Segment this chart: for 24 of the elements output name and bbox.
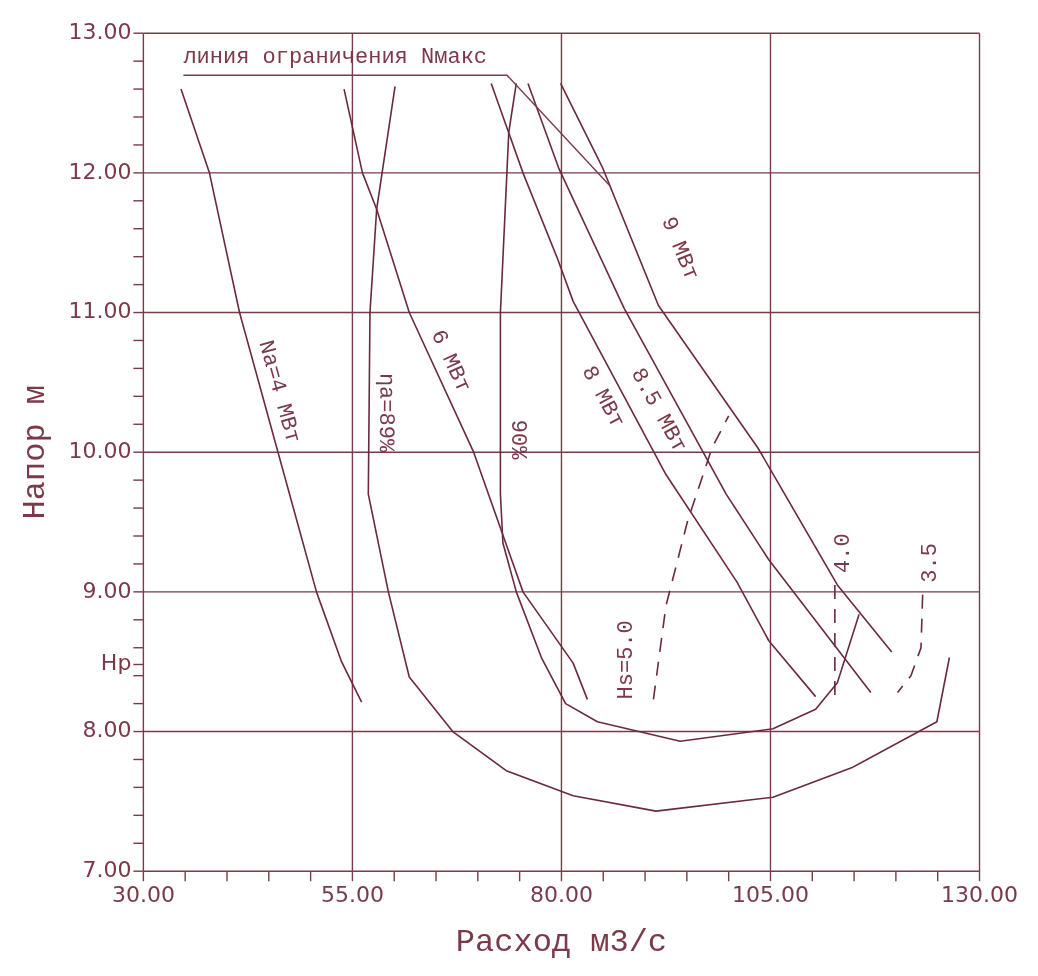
- y-tick-label: 7.00: [82, 856, 132, 882]
- y-tick-label: 9.00: [82, 577, 132, 603]
- x-tick-label: 105.00: [731, 882, 809, 908]
- text: 6 МВт: [424, 326, 476, 397]
- text: Na=4 МВт: [252, 337, 305, 447]
- y-tick-label: 8.00: [82, 717, 132, 743]
- x-tick-label: 80.00: [529, 882, 593, 908]
- y-tick-label: 11.00: [68, 298, 132, 324]
- text: 3.5: [918, 543, 944, 583]
- y-axis-title: Напор м: [16, 384, 54, 520]
- y-tick-label: Hp: [100, 650, 132, 676]
- x-tick-label: 55.00: [320, 882, 384, 908]
- text: ηa=89%: [372, 372, 399, 454]
- x-axis-title: Расход м3/с: [455, 924, 668, 962]
- x-tick-label: 30.00: [111, 882, 175, 908]
- x-tick-label: 130.00: [941, 882, 1018, 908]
- text: Hs=5.0: [614, 620, 640, 700]
- line-series: [896, 593, 924, 694]
- text: 4.0: [830, 533, 856, 573]
- text: 90%: [504, 419, 530, 461]
- y-tick-label: 12.00: [68, 158, 132, 184]
- text: 9 МВт: [655, 213, 704, 285]
- y-tick-label: 13.00: [68, 18, 132, 44]
- y-tick-label: 10.00: [68, 437, 132, 463]
